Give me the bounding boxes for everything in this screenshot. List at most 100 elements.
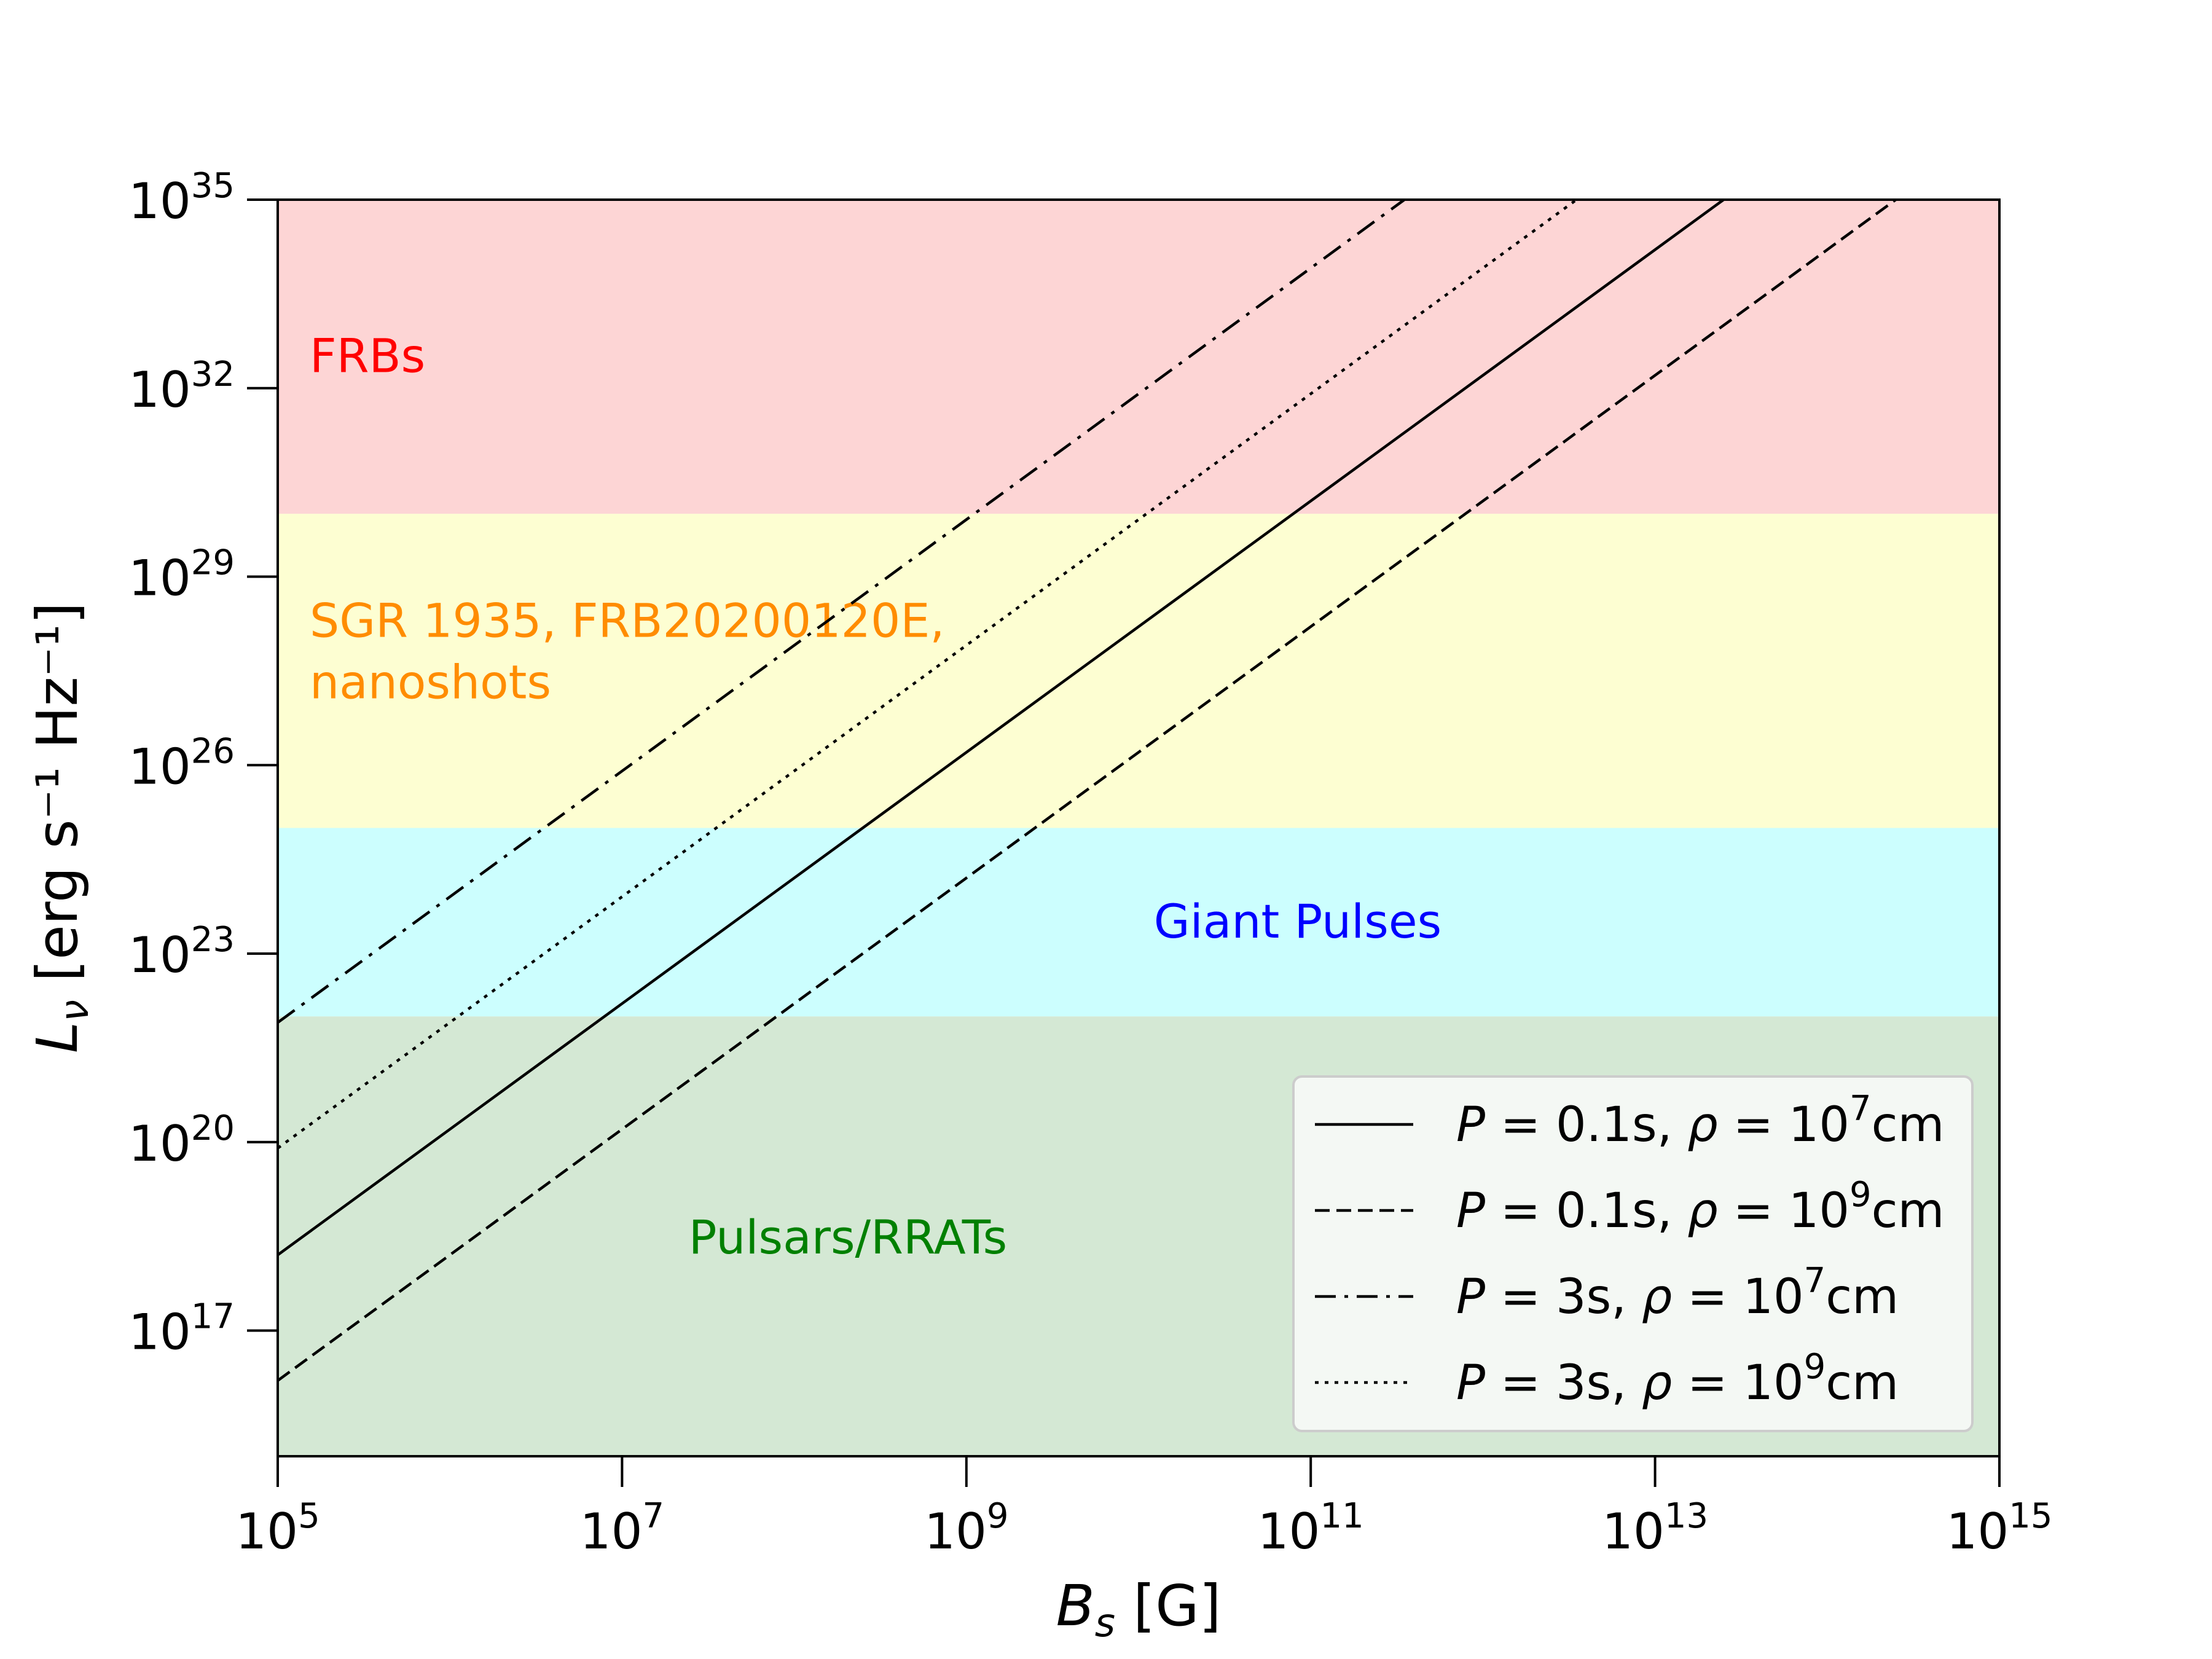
band-label-line: Giant Pulses	[1154, 894, 1441, 949]
tick-exponent: 13	[1665, 1496, 1708, 1536]
x-tick-label: 105	[235, 1496, 320, 1560]
tick-base: 10	[1946, 1503, 2009, 1560]
legend-text-part: P	[1456, 1269, 1485, 1325]
legend-text-part: ,	[1611, 1269, 1642, 1325]
x-tick-label: 109	[924, 1496, 1008, 1560]
tick-base: 10	[128, 550, 191, 607]
x-tick-label: 1011	[1258, 1496, 1364, 1560]
tick-base: 10	[1258, 1503, 1320, 1560]
legend-text-part: cm	[1826, 1355, 1899, 1411]
legend-text-part: cm	[1872, 1097, 1945, 1153]
legend-text-part: =	[1485, 1097, 1556, 1153]
band-labels: FRBs SGR 1935, FRB20200120E, nanoshots Gian…	[310, 329, 1441, 1265]
tick-exponent: 5	[298, 1496, 320, 1536]
band-0	[278, 200, 1999, 514]
tick-exponent: 7	[642, 1496, 664, 1536]
legend-text-part: = 10	[1718, 1183, 1849, 1239]
tick-exponent: 32	[191, 355, 235, 394]
legend-entry: P = 0.1s, ρ = 107cm	[1456, 1089, 1945, 1153]
tick-exponent: 26	[191, 731, 235, 771]
tick-base: 10	[580, 1503, 643, 1560]
tick-exponent: 15	[2009, 1496, 2052, 1536]
series-line-dotted	[278, 200, 1578, 1150]
legend-text-part: ρ	[1642, 1269, 1673, 1325]
band-label-2: Giant Pulses	[1154, 894, 1441, 949]
tick-exponent: 20	[191, 1108, 235, 1148]
legend-text-part: 7	[1849, 1089, 1872, 1129]
legend-text-part: 3s	[1556, 1355, 1611, 1411]
band-label-line: SGR 1935, FRB20200120E,	[310, 593, 945, 648]
tick-base: 10	[128, 927, 191, 984]
legend-text-part: cm	[1826, 1269, 1899, 1325]
tick-base: 10	[128, 738, 191, 795]
legend-text-part: 7	[1804, 1261, 1826, 1301]
plot-frame	[276, 198, 2001, 1457]
x-axis-label: Bs [G]	[1056, 1573, 1222, 1646]
legend-text-part: P	[1456, 1183, 1485, 1239]
legend-text-part: ρ	[1642, 1355, 1673, 1411]
band-label-line: FRBs	[310, 329, 425, 383]
x-tick-label: 1015	[1946, 1496, 2052, 1560]
band-label-0: FRBs	[310, 329, 425, 383]
y-tick-label: 1026	[128, 731, 235, 795]
tick-exponent: 9	[987, 1496, 1009, 1536]
band-label-1: SGR 1935, FRB20200120E, nanoshots	[310, 593, 945, 709]
y-tick-label: 1017	[128, 1297, 235, 1361]
tick-base: 10	[235, 1503, 298, 1560]
y-tick-label: 1020	[128, 1108, 235, 1172]
legend-text-part: 0.1s	[1556, 1183, 1657, 1239]
series-line-solid	[278, 200, 1725, 1257]
series-line-dashed	[278, 200, 1897, 1382]
tick-exponent: 17	[191, 1297, 235, 1337]
tick-base: 10	[128, 1115, 191, 1172]
band-1	[278, 514, 1999, 828]
y-tick-label: 1023	[128, 920, 235, 984]
y-axis-label: Lν [erg s⁻¹ Hz⁻¹]	[25, 602, 98, 1053]
series-lines	[278, 200, 1897, 1382]
legend-text-part: =	[1485, 1355, 1556, 1411]
y-tick-label: 1032	[128, 355, 235, 418]
x-tick-label: 1013	[1602, 1496, 1708, 1560]
legend-text-part: ,	[1657, 1183, 1688, 1239]
legend-text-part: 9	[1804, 1347, 1826, 1387]
y-tick-label: 1035	[128, 166, 235, 230]
legend-text-part: ρ	[1687, 1183, 1718, 1239]
tick-base: 10	[924, 1503, 987, 1560]
y-tick-label: 1029	[128, 543, 235, 607]
tick-exponent: 23	[191, 920, 235, 960]
tick-base: 10	[1602, 1503, 1665, 1560]
legend-entry: P = 3s, ρ = 109cm	[1456, 1347, 1899, 1411]
band-label-line: Pulsars/RRATs	[689, 1210, 1007, 1265]
legend-text-part: ,	[1611, 1355, 1642, 1411]
x-axis: 105 107 109 1011 1013 1015	[235, 1456, 2053, 1560]
legend-text-part: P	[1456, 1355, 1485, 1411]
legend-text-part: 9	[1849, 1175, 1872, 1215]
tick-base: 10	[128, 361, 191, 418]
tick-base: 10	[128, 1304, 191, 1361]
legend-text-part: 0.1s	[1556, 1097, 1657, 1153]
legend-text-part: = 10	[1718, 1097, 1849, 1153]
legend-box	[1292, 1075, 1974, 1432]
legend-text-part: =	[1485, 1269, 1556, 1325]
legend-entry: P = 3s, ρ = 107cm	[1456, 1261, 1899, 1325]
legend-text-part: = 10	[1672, 1355, 1803, 1411]
legend-text-part: ,	[1657, 1097, 1688, 1153]
tick-exponent: 11	[1320, 1496, 1363, 1536]
legend-text-part: cm	[1872, 1183, 1945, 1239]
legend-entry: P = 0.1s, ρ = 109cm	[1456, 1175, 1945, 1239]
legend-text-part: = 10	[1672, 1269, 1803, 1325]
band-2	[278, 828, 1999, 1017]
tick-exponent: 29	[191, 543, 235, 583]
band-label-line: nanoshots	[310, 654, 551, 709]
legend-text-part: 3s	[1556, 1269, 1611, 1325]
tick-base: 10	[128, 173, 191, 230]
legend-text-part: ρ	[1687, 1097, 1718, 1153]
legend-text-part: =	[1485, 1183, 1556, 1239]
x-tick-label: 107	[580, 1496, 664, 1560]
tick-exponent: 35	[191, 166, 235, 206]
legend-text-part: P	[1456, 1097, 1485, 1153]
band-label-3: Pulsars/RRATs	[689, 1210, 1007, 1265]
